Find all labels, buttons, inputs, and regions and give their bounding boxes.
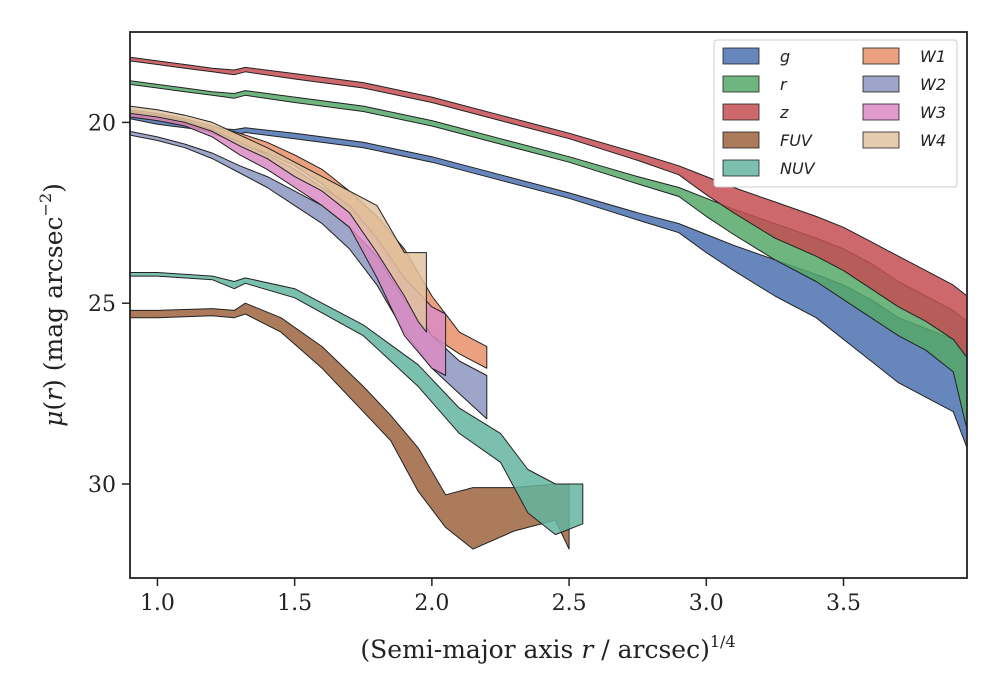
legend-swatch-w1 <box>862 47 900 65</box>
legend-label-fuv: FUV <box>780 131 813 150</box>
plot-frame <box>129 31 968 579</box>
y-tick-label: 20 <box>88 111 116 136</box>
legend-label-r: r <box>780 75 788 94</box>
band-fuv <box>130 302 570 550</box>
x-axis-label: (Semi-major axis r / arcsec)1/4 <box>360 632 735 664</box>
legend-swatch-fuv <box>722 131 760 149</box>
legend-swatch-w4 <box>862 131 900 149</box>
legend-label-w1: W1 <box>920 47 946 66</box>
band-nuv <box>130 272 584 536</box>
x-tick-label: 3.0 <box>689 591 724 616</box>
y-tick-label: 25 <box>88 292 116 317</box>
band-z <box>130 56 967 358</box>
legend-label-w2: W2 <box>920 75 946 94</box>
x-tick-label: 2.5 <box>552 591 587 616</box>
x-tick-label: 2.0 <box>414 591 449 616</box>
band-r <box>130 80 967 431</box>
legend-label-z: z <box>779 103 789 122</box>
y-axis-ticks: 20 25 30 <box>88 111 130 498</box>
legend-label-g: g <box>780 47 790 66</box>
band-g <box>130 114 967 449</box>
legend-label-w3: W3 <box>920 103 946 122</box>
legend-swatch-w3 <box>862 103 900 121</box>
legend-swatch-w2 <box>862 75 900 93</box>
x-tick-label: 1.5 <box>277 591 312 616</box>
legend-label-w4: W4 <box>920 131 946 150</box>
legend-swatch-g <box>722 47 760 65</box>
y-tick-label: 30 <box>88 473 116 498</box>
x-axis-ticks: 1.0 1.5 2.0 2.5 3.0 3.5 <box>140 578 861 616</box>
legend-swatch-z <box>722 103 760 121</box>
x-tick-label: 3.5 <box>826 591 861 616</box>
legend: grz FUV NUV W1 W2 W3 W4 <box>713 39 958 188</box>
legend-swatch-nuv <box>722 159 760 177</box>
band-w2 <box>130 130 488 420</box>
band-layer <box>130 56 967 550</box>
x-tick-label: 1.0 <box>140 591 175 616</box>
legend-swatch-r <box>722 75 760 93</box>
band-w4 <box>130 105 427 333</box>
y-axis-label: μ(r) (mag arcsec−2) <box>36 183 68 427</box>
legend-label-nuv: NUV <box>780 159 816 178</box>
